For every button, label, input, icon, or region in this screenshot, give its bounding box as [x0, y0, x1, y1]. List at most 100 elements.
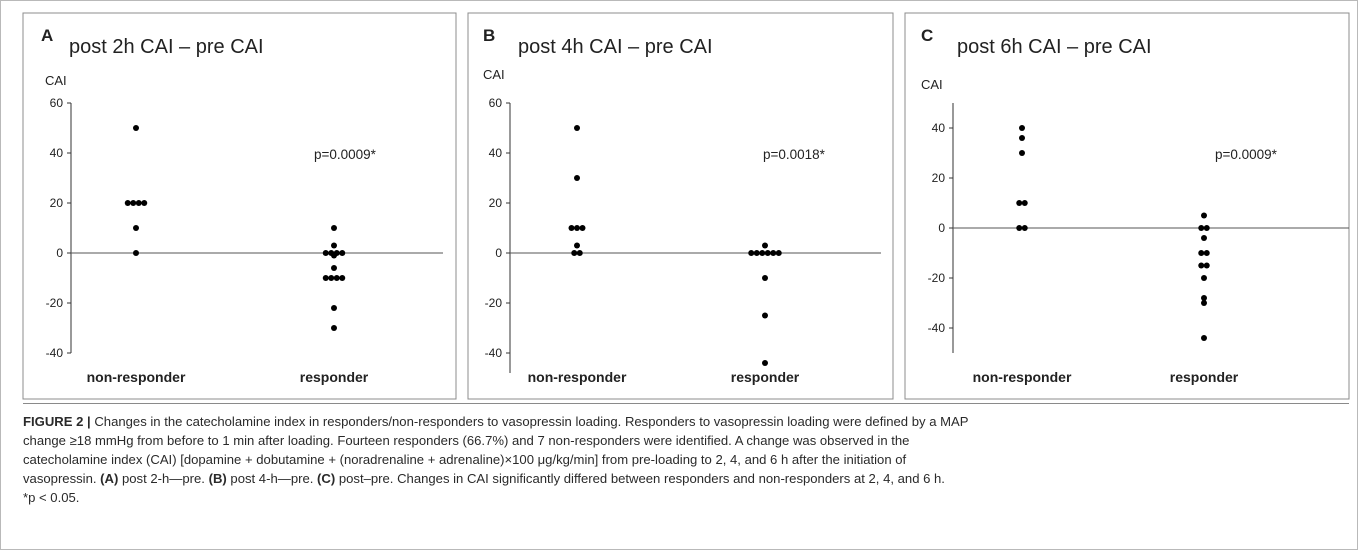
panel-a-data-point	[333, 275, 340, 281]
panel-c-data-point	[1021, 200, 1028, 206]
panel-a-data-point	[328, 275, 335, 281]
panel-c-data-point	[1016, 225, 1023, 231]
panel-b-y-tick-label: 20	[489, 196, 503, 210]
caption-line-4: vasopressin. (A) post 2-h—pre. (B) post …	[23, 469, 1345, 488]
panel-a-frame	[22, 12, 457, 400]
panel-c-data-point	[1021, 225, 1028, 231]
panel-b-data-point	[568, 225, 575, 231]
panel-c-data-point	[1019, 125, 1025, 131]
panel-c-data-point	[1201, 235, 1207, 241]
panel-a-data-point	[135, 200, 142, 206]
caption-ref-b: (B)	[208, 471, 227, 486]
panel-c-title: post 6h CAI – pre CAI	[957, 36, 1152, 58]
caption-text-4c: post 4-h—pre.	[226, 471, 318, 486]
panel-b-data-point	[571, 250, 578, 256]
panel-a-data-point	[322, 275, 329, 281]
panel-b-frame	[467, 12, 894, 400]
panel-a-data-point	[331, 242, 337, 249]
panel-a-category-label: responder	[300, 369, 369, 385]
caption-ref-c: (C)	[317, 471, 336, 486]
panel-b-data-point	[748, 250, 755, 256]
panel-b-data-point	[770, 250, 777, 256]
panel-b-data-point	[762, 312, 768, 319]
figure-caption: FIGURE 2 | Changes in the catecholamine …	[23, 412, 1345, 507]
panel-a-data-point	[339, 250, 346, 256]
caption-label: FIGURE 2 |	[23, 414, 91, 429]
panel-a-y-tick-label: 20	[50, 196, 64, 210]
panel-c-data-point	[1198, 250, 1205, 256]
caption-text-4b: post 2-h—pre.	[118, 471, 209, 486]
caption-line-1: FIGURE 2 | Changes in the catecholamine …	[23, 412, 1345, 431]
panel-a-data-point	[331, 325, 337, 331]
panel-b-data-point	[576, 250, 583, 256]
panel-a-y-tick-label: 0	[56, 246, 63, 260]
panel-b-letter: B	[483, 26, 495, 45]
panel-a-data-point	[133, 125, 139, 131]
panel-b-y-tick-label: -40	[485, 346, 503, 360]
panel-a-data-point	[331, 305, 337, 311]
panel-b-data-point	[759, 250, 766, 256]
panel-c-p-value: p=0.0009*	[1215, 147, 1278, 162]
panel-b-data-point	[579, 225, 586, 231]
panel-b-category-label: non-responder	[528, 369, 627, 385]
panel-b-data-point	[762, 242, 768, 249]
panel-b-data-point	[762, 360, 768, 366]
panel-a-p-value: p=0.0009*	[314, 147, 377, 162]
panel-c-category-label: non-responder	[973, 369, 1072, 385]
panel-a-ylabel: CAI	[45, 73, 67, 88]
panel-a-data-point	[141, 200, 148, 206]
panel-c-data-point	[1203, 262, 1210, 269]
panel-b-data-point	[762, 275, 768, 281]
panel-a-data-point	[339, 275, 346, 281]
panel-b-data-point	[574, 225, 580, 231]
panel-a-y-tick-label: 40	[50, 146, 64, 160]
panel-c-data-point	[1019, 135, 1025, 141]
caption-divider	[23, 403, 1349, 404]
panel-c-letter: C	[921, 26, 933, 45]
panel-a-y-tick-label: -40	[46, 346, 64, 360]
panel-c-category-label: responder	[1170, 369, 1239, 385]
panel-c-data-point	[1203, 225, 1210, 231]
panel-b-data-point	[764, 250, 771, 256]
panel-a-data-point	[331, 252, 337, 259]
panel-a-data-point	[124, 200, 131, 206]
panel-b-data-point	[753, 250, 760, 256]
panel-b-data-point	[574, 125, 580, 131]
panel-c-y-tick-label: 0	[938, 221, 945, 235]
panel-c-data-point	[1201, 295, 1207, 301]
panel-c-data-point	[1201, 300, 1207, 306]
panel-b-y-tick-label: 0	[495, 246, 502, 260]
panel-a-data-point	[130, 200, 137, 206]
panel-c-data-point	[1201, 212, 1207, 219]
caption-sentence-1: Changes in the catecholamine index in re…	[90, 414, 969, 429]
panel-a-letter: A	[41, 26, 53, 45]
panel-b-y-tick-label: 40	[489, 146, 503, 160]
caption-line-2: change ≥18 mmHg from before to 1 min aft…	[23, 433, 910, 448]
caption-line-3: catecholamine index (CAI) [dopamine + do…	[23, 452, 907, 467]
panel-a-data-point	[133, 250, 139, 256]
panel-b-y-tick-label: 60	[489, 96, 503, 110]
panel-c-y-tick-label: 20	[932, 171, 946, 185]
panel-c-y-tick-label: -40	[928, 321, 946, 335]
panel-c-data-point	[1016, 200, 1023, 206]
panel-c-y-tick-label: 40	[932, 121, 946, 135]
panel-a-y-tick-label: -20	[46, 296, 64, 310]
panel-c-frame	[904, 12, 1350, 400]
panel-c-data-point	[1198, 225, 1205, 231]
caption-ref-a: (A)	[100, 471, 119, 486]
panel-b-data-point	[574, 242, 580, 249]
panel-b-ylabel: CAI	[483, 67, 505, 82]
panel-b-p-value: p=0.0018*	[763, 147, 826, 162]
panel-b-y-tick-label: -20	[485, 296, 503, 310]
panel-b-data-point	[574, 175, 580, 181]
panel-a-data-point	[331, 225, 337, 231]
panel-a-data-point	[331, 265, 337, 271]
panel-a-y-tick-label: 60	[50, 96, 64, 110]
caption-line-5: *p < 0.05.	[23, 490, 80, 505]
panel-a-data-point	[133, 225, 139, 231]
panel-c-data-point	[1201, 335, 1207, 341]
panel-c-data-point	[1201, 275, 1207, 281]
panel-c-y-tick-label: -20	[928, 271, 946, 285]
